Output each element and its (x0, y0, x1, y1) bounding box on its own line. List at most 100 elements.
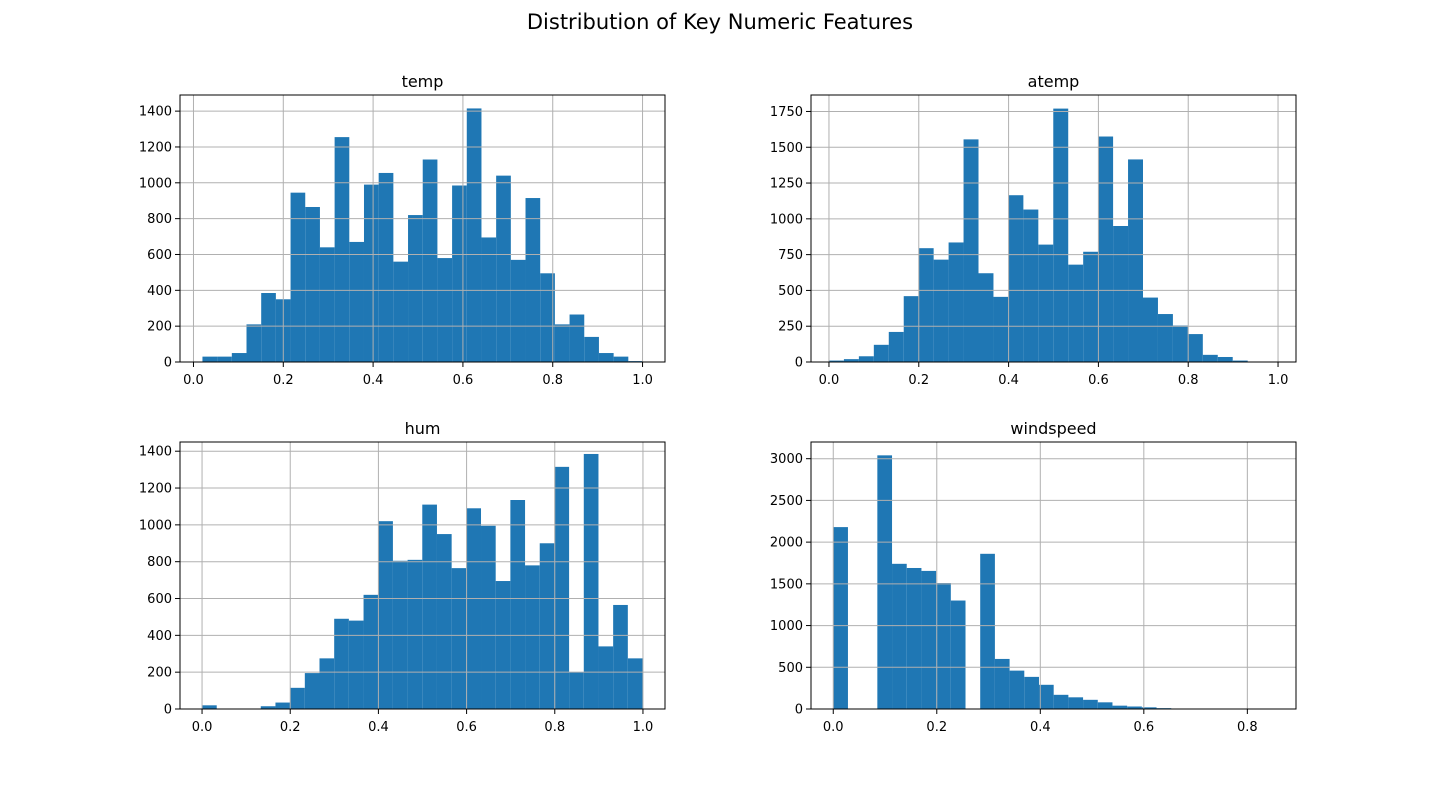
histogram-bar (933, 259, 949, 362)
histogram-bar (963, 139, 979, 362)
histogram-bar (466, 508, 482, 709)
histogram-bar (452, 185, 467, 362)
x-tick-label: 1.0 (633, 720, 654, 735)
x-tick-label: 0.8 (1178, 373, 1199, 388)
histogram-bar (833, 527, 848, 709)
histogram-bar (994, 658, 1010, 709)
x-tick-label: 0.2 (280, 720, 301, 735)
x-tick-label: 0.2 (926, 720, 947, 735)
histogram-bar (554, 466, 570, 709)
histogram-bar (569, 672, 584, 709)
histogram-bar (1098, 136, 1114, 362)
histogram-bar (1172, 325, 1188, 362)
y-tick-label: 500 (778, 661, 803, 676)
histogram-bar (319, 247, 335, 362)
histogram-bar (892, 563, 907, 709)
histogram-bar (407, 559, 423, 709)
histogram-bar (261, 293, 276, 362)
histogram-bar (1038, 244, 1054, 362)
histogram-bar (540, 273, 555, 362)
y-tick-label: 1000 (139, 518, 172, 533)
histogram-bar (598, 646, 614, 709)
y-tick-label: 800 (147, 212, 172, 227)
histogram-bar (348, 620, 364, 709)
histogram-bar (828, 360, 844, 362)
histogram-bar (598, 353, 614, 362)
histogram-bar (334, 618, 349, 709)
histogram-bar (1053, 694, 1069, 709)
x-tick-label: 0.2 (273, 373, 294, 388)
x-tick-label: 0.4 (368, 720, 389, 735)
y-tick-label: 1200 (139, 482, 172, 497)
histogram-bar (950, 600, 966, 709)
y-tick-label: 400 (147, 629, 172, 644)
y-tick-label: 0 (795, 703, 803, 718)
axes-frame (810, 441, 1297, 710)
histogram-bar (978, 273, 994, 362)
y-tick-label: 400 (147, 284, 172, 299)
histogram-bar (349, 241, 364, 362)
histogram-bar (1097, 702, 1113, 709)
histogram-bar (1202, 354, 1218, 362)
histogram-bar (993, 296, 1009, 362)
histogram-bar (466, 108, 482, 362)
histogram-bar (495, 581, 511, 709)
histogram-bar (422, 159, 438, 362)
histogram-bar (378, 172, 394, 362)
histogram-bar (554, 324, 570, 362)
histogram-bar (393, 261, 409, 362)
y-tick-label: 2500 (770, 494, 803, 509)
histogram-bar (903, 296, 919, 362)
histogram-bar (231, 353, 247, 362)
histogram-bar (422, 504, 437, 709)
subplot-atemp: 0.0 0.2 0.4 0.6 0.8 1.0 0 250 500 750 1000 1250 1500… (770, 72, 1297, 388)
histogram-bar (1024, 676, 1039, 709)
y-tick-label: 800 (147, 555, 172, 570)
histogram-bar (980, 553, 995, 709)
histogram-bar (1157, 314, 1173, 362)
y-tick-label: 600 (147, 248, 172, 263)
subplot-hum: 0.0 0.2 0.4 0.6 0.8 1.0 0 200 400 600 800 1000 1200 1… (139, 419, 666, 735)
histogram-bar (583, 453, 599, 709)
histogram-bar (437, 258, 453, 362)
histogram-bar (275, 702, 291, 709)
histogram-bar (510, 500, 526, 709)
histogram-bar (1187, 334, 1203, 362)
histogram-bar (1053, 108, 1069, 363)
x-tick-label: 0.0 (823, 720, 844, 735)
x-tick-label: 1.0 (632, 373, 653, 388)
y-tick-label: 250 (778, 320, 803, 335)
histogram-bar (1083, 251, 1099, 362)
histogram-bar (496, 175, 511, 362)
x-tick-label: 0.6 (1088, 373, 1109, 388)
histogram-bar (290, 192, 306, 362)
figure-title: Distribution of Key Numeric Features (526, 10, 914, 34)
histogram-bar (918, 248, 934, 362)
histogram-bar (888, 331, 904, 362)
histogram-bar (246, 324, 262, 362)
x-tick-label: 0.6 (453, 373, 474, 388)
histogram-bar (843, 359, 859, 362)
y-tick-label: 1250 (770, 177, 803, 192)
histogram-bar (1038, 684, 1054, 709)
x-tick-label: 0.6 (456, 720, 477, 735)
x-tick-label: 0.6 (1133, 720, 1154, 735)
y-tick-label: 1400 (139, 445, 172, 460)
histogram-bar (1141, 707, 1157, 709)
histogram-bar (363, 184, 379, 362)
x-tick-label: 0.0 (183, 373, 204, 388)
y-tick-label: 0 (795, 356, 803, 371)
histogram-bar (304, 673, 320, 709)
x-tick-label: 0.0 (192, 720, 213, 735)
y-tick-label: 1200 (139, 140, 172, 155)
subplot-title: hum (405, 419, 441, 438)
histogram-bar (1068, 264, 1084, 362)
histogram-bar (613, 604, 628, 709)
y-tick-label: 750 (778, 248, 803, 263)
y-tick-label: 2000 (770, 536, 803, 551)
histogram-bar (873, 344, 889, 362)
histogram-bar (525, 565, 540, 709)
histogram-bar (202, 356, 218, 362)
histogram-bar (1023, 209, 1039, 362)
histogram-bar (858, 356, 874, 362)
